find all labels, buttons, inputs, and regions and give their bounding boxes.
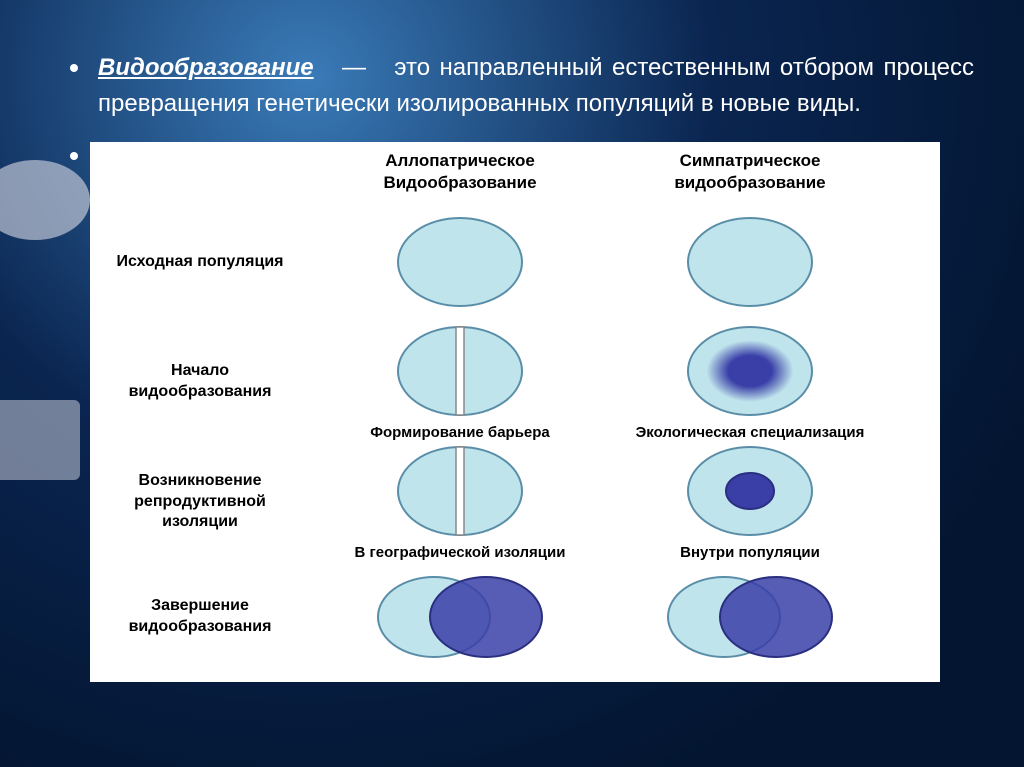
ellipse-barrier-icon [390, 443, 530, 539]
bullet-icon [70, 152, 78, 160]
cell-sym-isolation: Внутри популяции [680, 443, 820, 562]
cell-allo-isolation: В географической изоляции [355, 443, 566, 562]
cell-allo-complete [370, 567, 550, 667]
ellipse-barrier-icon [390, 323, 530, 419]
row-label-complete: Завершение видообразования [90, 596, 290, 638]
caption-inside: Внутри популяции [680, 544, 820, 562]
col-header-allo: Аллопатрическое Видообразование [310, 150, 610, 194]
intro-block: Видообразование — это направленный естес… [50, 50, 974, 122]
row-label-isolation: Возникновение репродуктивной изоляции [90, 471, 290, 533]
dash: — [342, 54, 366, 81]
intro-text: Видообразование — это направленный естес… [98, 50, 974, 122]
cell-allo-start: Формирование барьера [370, 323, 550, 442]
cell-sym-start: Экологическая специализация [636, 323, 865, 442]
venn-icon [660, 567, 840, 667]
cell-sym-initial [680, 214, 820, 310]
venn-icon [370, 567, 550, 667]
row-label-start: Начало видообразования [90, 361, 290, 403]
col-header-sym: Симпатрическое видообразование [610, 150, 890, 194]
ellipse-core-icon [680, 443, 820, 539]
term: Видообразование [98, 54, 314, 81]
ellipse-icon [390, 214, 530, 310]
caption-geo: В географической изоляции [355, 544, 566, 562]
bullet-icon [70, 64, 78, 72]
caption-eco: Экологическая специализация [636, 424, 865, 442]
diagram-grid: Аллопатрическое Видообразование Симпатри… [90, 142, 940, 682]
slide-content: Видообразование — это направленный естес… [0, 0, 1024, 702]
ellipse-gradient-icon [680, 323, 820, 419]
row-label-initial: Исходная популяция [90, 252, 290, 273]
cell-allo-initial [390, 214, 530, 310]
cell-sym-complete [660, 567, 840, 667]
diagram-area: Аллопатрическое Видообразование Симпатри… [90, 142, 974, 682]
ellipse-icon [680, 214, 820, 310]
speciation-diagram: Аллопатрическое Видообразование Симпатри… [90, 142, 940, 682]
caption-barrier: Формирование барьера [370, 424, 550, 442]
